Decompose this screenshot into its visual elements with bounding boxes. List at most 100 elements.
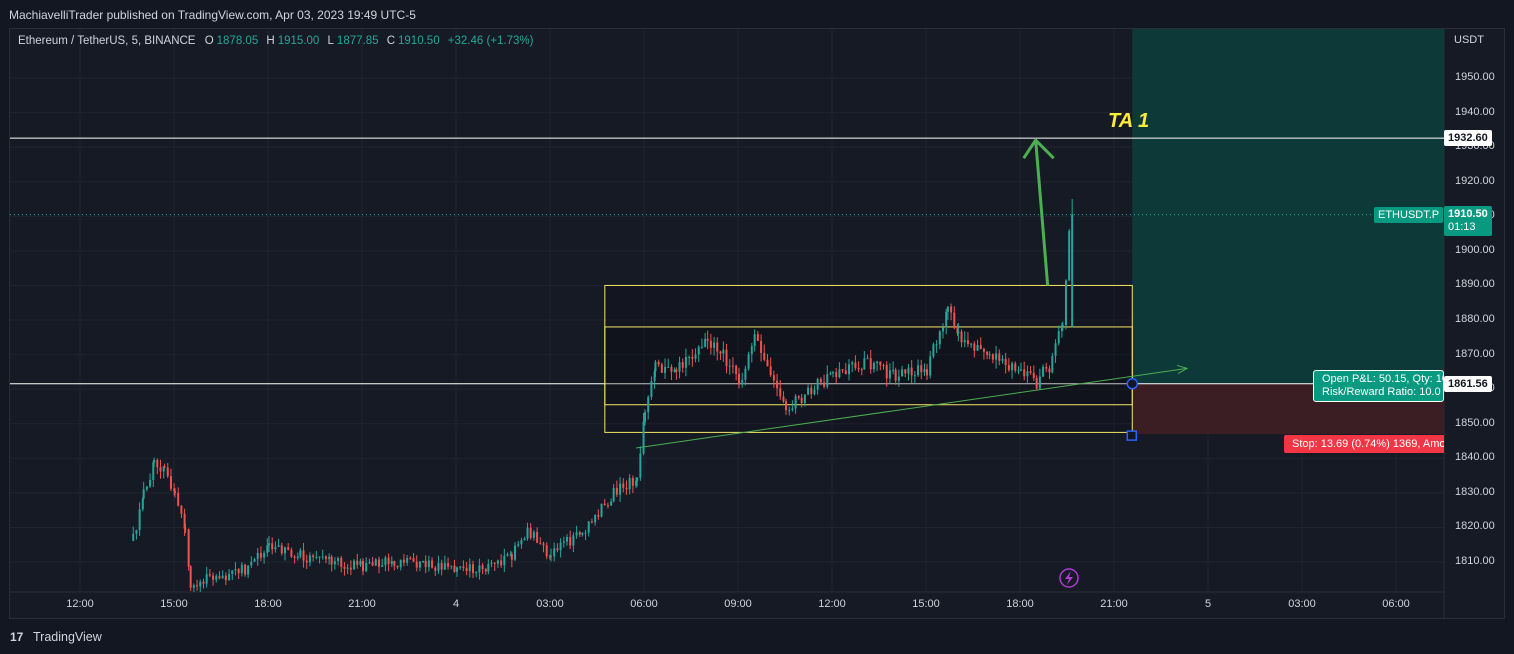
candle-body [606, 505, 609, 507]
candle-body [556, 548, 559, 551]
candle-body [986, 351, 989, 355]
candle-body [644, 412, 646, 422]
tradingview-brand[interactable]: TradingView [33, 630, 102, 644]
price-tick: 1890.00 [1455, 278, 1495, 291]
candle-body [610, 501, 613, 506]
candle-body [180, 505, 183, 514]
candle-body [299, 550, 302, 557]
time-tick: 12:00 [66, 598, 94, 610]
candle-body [976, 344, 979, 351]
candle-body [848, 364, 850, 375]
candle-body [1004, 358, 1007, 365]
candle-body [422, 560, 425, 562]
candle-body [800, 397, 803, 404]
time-tick: 09:00 [724, 598, 752, 610]
candle-body [929, 356, 932, 376]
current-price: 1910.50 [1448, 208, 1488, 220]
candle-body [872, 363, 875, 370]
candle-body [904, 369, 907, 374]
high-label: H [266, 35, 275, 47]
candle-body [619, 483, 622, 495]
candle-body [816, 378, 819, 390]
candle-body [526, 527, 529, 539]
candle-body [1045, 366, 1048, 369]
candle-body [539, 542, 542, 544]
candle-body [406, 558, 409, 563]
candle-body [907, 367, 910, 374]
candle-body [684, 356, 687, 368]
position-info-box[interactable]: Open P&L: 50.15, Qty: 100 Risk/Reward Ra… [1313, 370, 1444, 402]
candle-body [371, 562, 374, 566]
candle-body [625, 487, 628, 490]
candle-body [675, 369, 678, 372]
target-arrow-shaft [1034, 140, 1050, 286]
candle-body [548, 556, 551, 558]
candle-body [1054, 343, 1057, 357]
high-value: 1915.00 [277, 35, 320, 47]
candle-body [1017, 370, 1020, 372]
stop-info-box[interactable]: Stop: 13.69 (0.74%) 1369, Amount: 186156 [1284, 435, 1444, 453]
target-label[interactable]: TA 1 [1108, 110, 1150, 132]
candle-body [772, 375, 775, 381]
candle-body [509, 554, 512, 556]
candle-body [688, 356, 691, 358]
candle-body [885, 365, 888, 379]
candle-body [237, 569, 240, 574]
candle-body [199, 581, 202, 587]
candle-body [280, 545, 283, 554]
candle-body [819, 378, 822, 383]
candle-body [437, 563, 440, 571]
candle-body [841, 369, 844, 371]
candle-body [829, 373, 832, 375]
footer: 17 TradingView [0, 622, 1514, 654]
candle-body [1048, 368, 1051, 373]
candle-body [635, 480, 638, 486]
candle-body [399, 559, 402, 568]
low-label: L [327, 35, 334, 47]
candle-body [584, 532, 587, 534]
candle-body [950, 306, 953, 313]
candle-body [490, 562, 493, 564]
candle-body [427, 560, 430, 568]
candle-body [647, 397, 650, 413]
candle-body [882, 365, 885, 367]
candle-body [797, 396, 800, 398]
candle-body [496, 560, 499, 564]
candle-body [979, 344, 982, 349]
candle-body [1064, 280, 1067, 326]
candle-body [826, 374, 829, 387]
candle-body [553, 548, 556, 557]
candle-body [296, 556, 299, 558]
candle-body [988, 354, 991, 356]
lightning-icon[interactable] [1059, 568, 1079, 588]
candle-body [340, 557, 343, 567]
candle-body [942, 327, 944, 332]
candle-body [312, 555, 315, 558]
candle-body [957, 331, 960, 334]
candle-body [228, 574, 231, 581]
candle-body [888, 370, 891, 379]
candle-body [860, 369, 863, 371]
candle-body [189, 566, 192, 588]
candle-body [926, 369, 928, 376]
candle-body [716, 342, 719, 352]
candle-body [660, 364, 663, 373]
candle-body [1020, 369, 1022, 371]
symbol-name[interactable]: Ethereum / TetherUS, 5, BINANCE [18, 35, 196, 47]
candle-body [196, 585, 199, 587]
candle-body [857, 367, 860, 370]
candle-body [321, 556, 324, 558]
candle-body [1026, 371, 1029, 377]
candle-body [1023, 369, 1026, 377]
price-axis-unit[interactable]: USDT [1454, 34, 1484, 46]
candle-body [622, 483, 625, 488]
candle-body [244, 564, 247, 575]
tradingview-logo[interactable]: 17 [10, 630, 24, 644]
candle-body [897, 376, 900, 381]
candle-body [328, 556, 331, 560]
close-label: C [386, 35, 396, 47]
open-label: O [204, 35, 214, 47]
candle-body [205, 574, 208, 584]
price-tick: 1880.00 [1455, 313, 1495, 326]
